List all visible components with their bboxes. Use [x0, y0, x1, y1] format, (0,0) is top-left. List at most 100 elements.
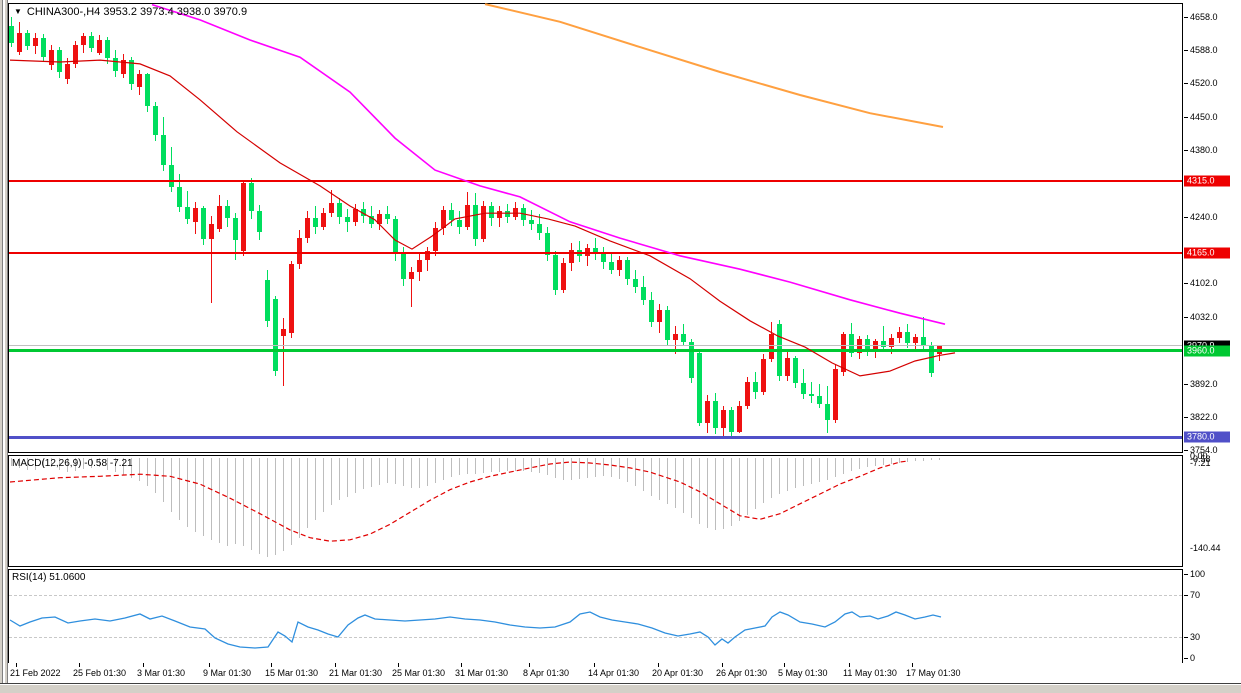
- price-tick: [1184, 316, 1188, 318]
- macd-histogram-bar: [531, 458, 532, 472]
- macd-histogram-bar: [515, 458, 516, 471]
- macd-histogram-bar: [803, 458, 804, 486]
- macd-axis-label: -140.44: [1190, 543, 1221, 553]
- candle-body: [193, 208, 198, 222]
- candle-body: [609, 261, 614, 270]
- macd-histogram-bar: [763, 458, 764, 503]
- macd-histogram-bar: [931, 458, 932, 460]
- candle-body: [209, 224, 214, 239]
- macd-histogram-bar: [507, 458, 508, 471]
- candle-body: [825, 403, 830, 420]
- time-axis-tick: [529, 663, 530, 667]
- candle-body: [689, 342, 694, 379]
- price-tick: [1184, 449, 1188, 451]
- price-chart-panel[interactable]: [8, 3, 1183, 453]
- candle-body: [897, 331, 902, 338]
- candle-body: [401, 254, 406, 280]
- macd-histogram-bar: [723, 458, 724, 529]
- price-tick: [1184, 150, 1188, 151]
- macd-histogram-bar: [387, 458, 388, 483]
- macd-histogram-bar: [139, 458, 140, 481]
- time-axis-tick: [16, 663, 17, 667]
- collapse-triangle-icon[interactable]: ▼: [14, 7, 22, 16]
- candle-body: [249, 182, 254, 212]
- time-axis-label: 9 Mar 01:30: [203, 668, 252, 678]
- macd-histogram-bar: [451, 458, 452, 477]
- time-axis-label: 11 May 01:30: [843, 668, 897, 678]
- time-axis-label: 21 Feb 2022: [10, 668, 61, 678]
- macd-histogram-bar: [147, 458, 148, 486]
- time-axis-label: 31 Mar 01:30: [455, 668, 509, 678]
- macd-histogram-bar: [459, 458, 460, 475]
- macd-histogram-bar: [491, 458, 492, 472]
- macd-histogram-bar: [371, 458, 372, 487]
- macd-histogram-bar: [467, 458, 468, 474]
- candle-body: [841, 333, 846, 372]
- candle-body: [665, 309, 670, 341]
- candle-body: [201, 208, 206, 239]
- candle-body: [457, 219, 462, 227]
- candle-body: [169, 165, 174, 187]
- time-axis-tick: [461, 663, 462, 667]
- price-tick: [1184, 283, 1188, 285]
- candle-body: [137, 74, 142, 87]
- window-left-edge: [0, 0, 8, 693]
- time-axis-label: 8 Apr 01:30: [523, 668, 570, 678]
- macd-histogram-bar: [563, 458, 564, 480]
- macd-histogram-bar: [859, 458, 860, 469]
- candle-body: [417, 260, 422, 272]
- candle-body: [705, 400, 710, 423]
- macd-histogram-bar: [251, 458, 252, 550]
- time-axis-tick: [335, 663, 336, 667]
- macd-histogram-bar: [771, 458, 772, 498]
- rsi-axis-label: 70: [1190, 590, 1201, 600]
- candle-body: [721, 410, 726, 429]
- macd-histogram-bar: [275, 458, 276, 555]
- candle-body: [537, 223, 542, 234]
- price-tick: [1184, 116, 1188, 118]
- candle-body: [289, 263, 294, 333]
- time-axis-tick: [398, 663, 399, 667]
- macd-histogram-bar: [403, 458, 404, 486]
- candle-body: [465, 204, 470, 227]
- window-bottom-edge[interactable]: [0, 683, 1241, 693]
- price-tick-label: 3892.0: [1190, 378, 1218, 389]
- macd-histogram-bar: [283, 458, 284, 551]
- candle-body: [161, 134, 166, 166]
- price-tick-label: 4240.0: [1190, 212, 1218, 222]
- candle-body: [385, 214, 390, 219]
- candle-body: [353, 209, 358, 222]
- candle-body: [617, 260, 622, 270]
- macd-histogram-bar: [219, 458, 220, 543]
- macd-histogram-bar: [203, 458, 204, 536]
- price-tick-label: 4588.0: [1190, 45, 1218, 56]
- candle-body: [817, 395, 822, 404]
- macd-histogram-bar: [667, 458, 668, 504]
- candle-body: [489, 205, 494, 218]
- candle-body: [377, 214, 382, 224]
- macd-histogram-bar: [699, 458, 700, 524]
- time-axis-tick: [209, 663, 210, 667]
- time-axis-label: 25 Feb 01:30: [73, 668, 127, 678]
- time-axis-label: 20 Apr 01:30: [652, 668, 704, 678]
- candle-body: [305, 217, 310, 239]
- price-tick: [1184, 217, 1188, 218]
- symbol-ohlc-label: CHINA300-,H4 3953.2 3973.4 3938.0 3970.9: [26, 6, 248, 18]
- macd-histogram-bar: [227, 458, 228, 546]
- macd-histogram-bar: [299, 458, 300, 538]
- candle-body: [441, 210, 446, 228]
- candle-body: [737, 405, 742, 433]
- candle-body: [49, 49, 54, 65]
- rsi-panel[interactable]: [8, 569, 1183, 664]
- macd-histogram-bar: [795, 458, 796, 488]
- candle-body: [121, 60, 126, 75]
- time-axis-label: 5 May 01:30: [778, 668, 828, 678]
- candle-body: [729, 410, 734, 433]
- candle-body: [17, 33, 22, 52]
- candle-body: [361, 209, 366, 217]
- time-axis-tick: [143, 663, 144, 667]
- candle-body: [393, 218, 398, 255]
- candle-body: [713, 400, 718, 429]
- macd-histogram-bar: [627, 458, 628, 482]
